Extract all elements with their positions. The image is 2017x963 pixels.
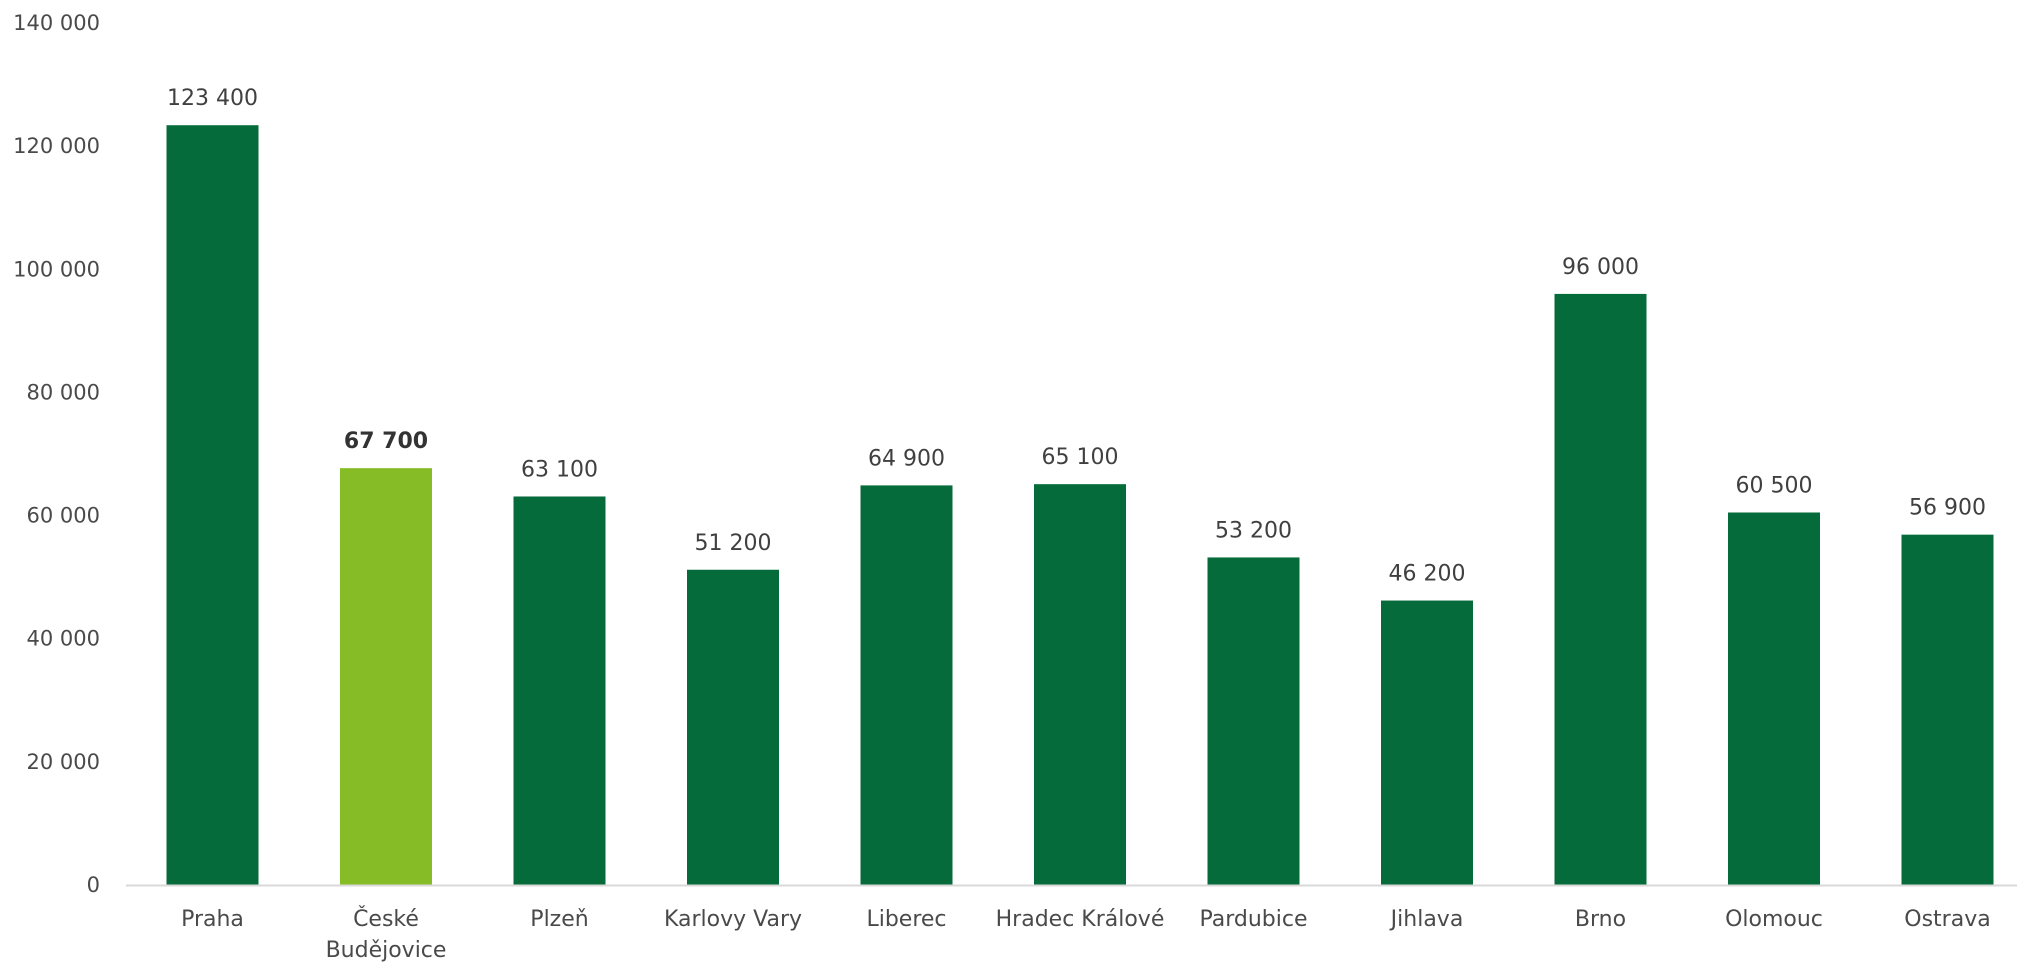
data-label: 63 100	[521, 457, 598, 482]
data-label: 123 400	[167, 86, 258, 111]
data-label: 67 700	[344, 429, 428, 454]
bar	[1728, 512, 1820, 885]
bar	[1034, 484, 1126, 885]
y-axis: 0 20 000 40 000 60 000 80 000 100 000 120 000 1…	[13, 11, 100, 897]
data-label: 56 900	[1909, 496, 1986, 521]
category-label: Hradec Králové	[996, 907, 1165, 932]
category-label: Brno	[1575, 907, 1626, 932]
data-label: 64 900	[868, 446, 945, 471]
bar	[1381, 600, 1473, 885]
category-label: Karlovy Vary	[664, 907, 802, 932]
bar	[513, 496, 606, 885]
x-axis: Praha České Budějovice Plzeň Karlovy Vary Lib…	[181, 906, 1991, 963]
y-tick-label: 100 000	[13, 257, 100, 281]
data-label: 46 200	[1389, 562, 1466, 587]
y-tick-label: 140 000	[13, 11, 100, 35]
bar	[1901, 534, 1994, 885]
data-label: 65 100	[1042, 445, 1119, 470]
bar	[166, 125, 259, 886]
data-label: 96 000	[1562, 255, 1639, 280]
category-label: Budějovice	[326, 938, 447, 963]
bar	[340, 468, 432, 885]
category-label: Jihlava	[1389, 907, 1464, 932]
bar	[1554, 293, 1647, 885]
data-label: 60 500	[1736, 473, 1813, 498]
y-tick-label: 40 000	[27, 627, 100, 651]
category-label: Praha	[181, 907, 244, 932]
bar	[687, 569, 779, 885]
data-label: 53 200	[1215, 518, 1292, 543]
category-label: Ostrava	[1904, 907, 1990, 932]
bar	[860, 485, 953, 885]
category-label: Liberec	[866, 907, 946, 932]
y-tick-label: 80 000	[27, 380, 100, 404]
category-label: Plzeň	[530, 907, 588, 932]
bar-series	[166, 125, 1994, 886]
y-tick-label: 120 000	[13, 134, 100, 158]
y-tick-label: 20 000	[27, 750, 100, 774]
data-label: 51 200	[695, 531, 772, 556]
bar	[1207, 557, 1300, 885]
y-tick-label: 0	[87, 873, 100, 897]
category-label: Pardubice	[1199, 907, 1307, 932]
category-label: České	[353, 906, 419, 932]
data-labels: 123 400 67 700 63 100 51 200 64 900 65 100 53 …	[167, 86, 1986, 586]
y-tick-label: 60 000	[27, 504, 100, 528]
category-label: Olomouc	[1725, 907, 1823, 932]
